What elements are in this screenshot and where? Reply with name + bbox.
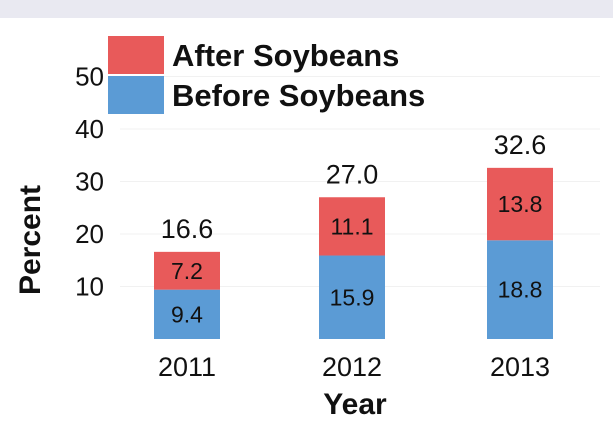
- y-axis: 10 20 30 40 50: [75, 62, 104, 302]
- total-label: 27.0: [326, 159, 379, 189]
- legend-swatch: [108, 76, 164, 114]
- y-tick-label: 50: [75, 62, 104, 92]
- segment-label-before: 15.9: [330, 284, 375, 310]
- total-label: 16.6: [161, 214, 214, 244]
- top-band: [0, 0, 613, 18]
- bar-segment-after: [319, 197, 385, 256]
- bar-segment-before: [154, 289, 220, 339]
- bar-segment-before: [319, 255, 385, 339]
- bars: 9.4 7.2 16.6 15.9 11.1 27.0 18.8 13.8 32.6: [154, 130, 553, 339]
- segment-label-after: 7.2: [171, 258, 203, 284]
- x-tick-label: 2012: [322, 352, 382, 382]
- legend-swatch: [108, 36, 164, 74]
- segment-label-after: 13.8: [498, 191, 543, 217]
- segment-label-before: 18.8: [498, 277, 543, 303]
- x-tick-label: 2013: [490, 352, 550, 382]
- segment-label-before: 9.4: [171, 301, 203, 327]
- y-tick-label: 20: [75, 219, 104, 249]
- y-tick-label: 10: [75, 272, 104, 302]
- legend-label: Before Soybeans: [172, 78, 425, 113]
- y-tick-label: 30: [75, 167, 104, 197]
- x-axis: 2011 2012 2013: [158, 352, 550, 382]
- bar-segment-after: [154, 251, 220, 290]
- legend-label: After Soybeans: [172, 38, 399, 73]
- y-tick-label: 40: [75, 114, 104, 144]
- x-axis-title: Year: [323, 388, 387, 421]
- y-axis-title: Percent: [14, 185, 47, 295]
- bar-segment-before: [487, 240, 553, 339]
- bar-segment-after: [487, 167, 553, 241]
- x-tick-label: 2011: [158, 352, 216, 382]
- total-label: 32.6: [494, 130, 547, 160]
- legend: After Soybeans Before Soybeans: [108, 36, 425, 114]
- segment-label-after: 11.1: [330, 213, 373, 239]
